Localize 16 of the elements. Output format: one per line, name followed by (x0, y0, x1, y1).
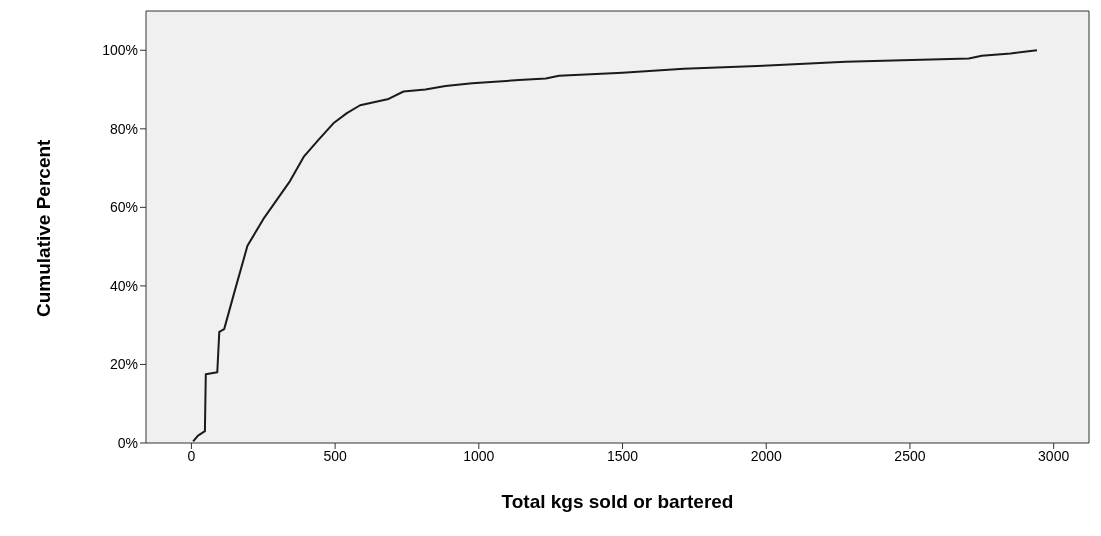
x-tick-label: 3000 (1038, 447, 1070, 464)
x-tick-label: 0 (187, 447, 196, 464)
x-tick-label: 500 (323, 447, 348, 464)
x-tick-label: 1000 (463, 447, 495, 464)
y-tick-label: 40% (109, 277, 138, 294)
line-series (192, 49, 1038, 443)
y-tick-label: 0% (117, 434, 138, 451)
x-tick-label: 2000 (750, 447, 783, 464)
x-axis-title: Total kgs sold or bartered (501, 491, 734, 512)
x-tick-label: 2500 (894, 447, 926, 464)
y-tick-label: 100% (102, 42, 138, 59)
x-tick-label: 1500 (606, 447, 639, 464)
y-axis-title: Cumulative Percent (32, 138, 54, 317)
y-tick-label: 20% (109, 356, 138, 373)
y-tick-label: 60% (109, 199, 138, 216)
y-tick-label: 80% (109, 120, 138, 137)
